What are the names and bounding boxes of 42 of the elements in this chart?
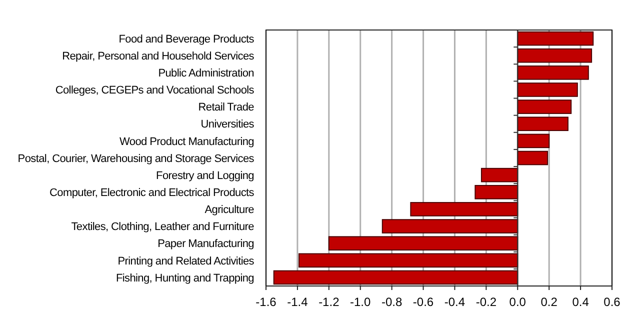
y-tick-label: Retail Trade: [198, 102, 254, 114]
x-tick-label: -0.8: [381, 295, 402, 309]
y-tick-label: Universities: [200, 118, 255, 131]
x-tick-label: 0.0: [509, 295, 526, 309]
bar: [517, 116, 568, 132]
bar: [517, 134, 550, 148]
bar: [298, 253, 518, 268]
y-tick-label: Computer, Electronic and Electrical Products: [50, 186, 255, 199]
x-tick-label: 0.2: [540, 295, 558, 309]
bar: [480, 168, 518, 182]
bar: [517, 48, 592, 63]
y-tick-label: Paper Manufacturing: [158, 238, 254, 250]
bar: [517, 66, 589, 80]
y-tick-label: Food and Beverage Products: [118, 33, 255, 46]
bar: [328, 236, 518, 250]
x-tick-label: -1.2: [318, 295, 340, 309]
x-tick-label: -0.4: [444, 295, 466, 309]
bar: [517, 100, 572, 114]
x-tick-label: -1.0: [350, 295, 372, 309]
x-tick-label: -0.2: [476, 295, 497, 309]
bar: [474, 184, 518, 200]
y-tick-label: Forestry and Logging: [156, 170, 254, 182]
y-tick-label: Repair, Personal and Household Services: [62, 50, 255, 62]
y-tick-label: Colleges, CEGEPs and Vocational Schools: [55, 84, 255, 97]
x-tick-label: -0.6: [412, 295, 434, 309]
x-tick-label: -1.6: [256, 295, 277, 309]
y-tick-label: Printing and Related Activities: [118, 255, 255, 268]
bar: [410, 202, 518, 216]
x-tick-label: -1.4: [287, 295, 308, 309]
y-tick-label: Textiles, Clothing, Leather and Furniture: [71, 221, 254, 234]
y-tick-label: Public Administration: [158, 68, 254, 80]
bar: [517, 150, 548, 166]
bar: [517, 82, 578, 97]
bar: [382, 219, 518, 234]
x-tick-label: 0.6: [604, 295, 621, 309]
y-tick-label: Fishing, Hunting and Trapping: [116, 272, 254, 284]
bar: [273, 270, 518, 285]
y-tick-label: Postal, Courier, Warehousing and Storage Services: [18, 152, 255, 165]
y-tick-label: Agriculture: [204, 204, 254, 216]
bar: [517, 31, 594, 46]
y-tick-label: Wood Product Manufacturing: [120, 136, 254, 148]
x-tick-label: 0.4: [572, 295, 590, 309]
